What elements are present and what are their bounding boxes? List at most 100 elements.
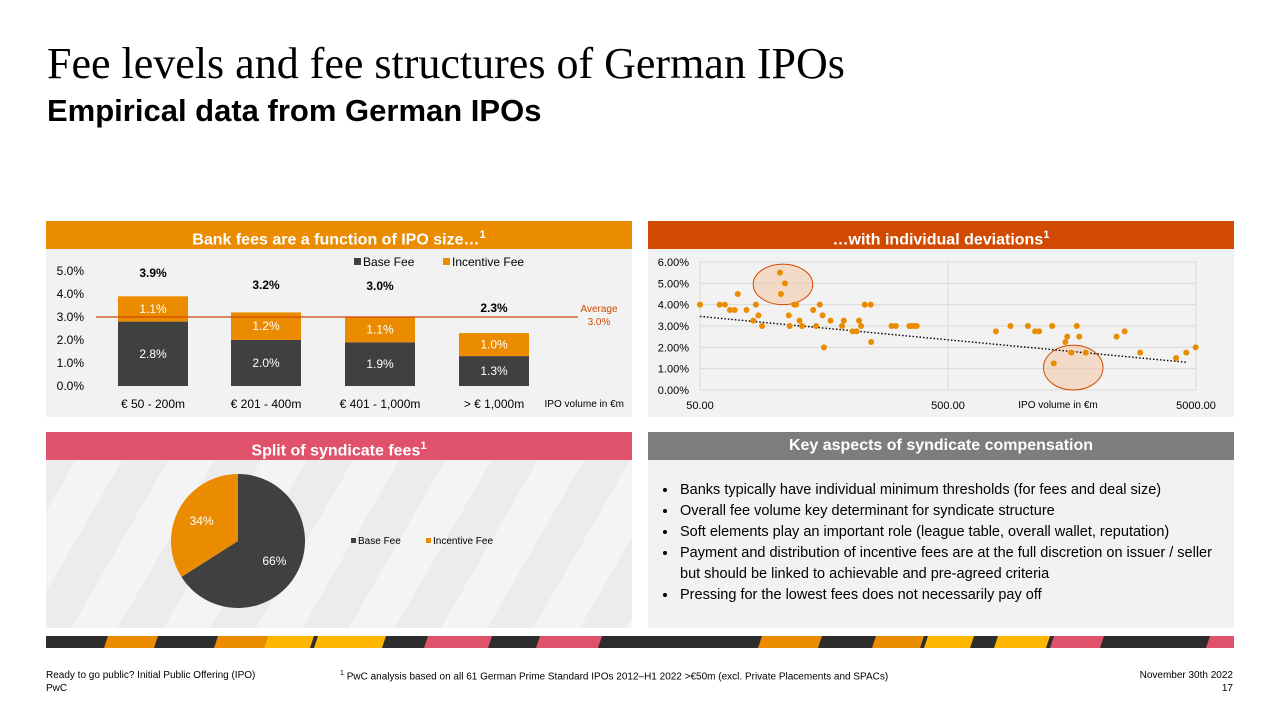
incentive-fee-data-label: 1.1%	[366, 323, 394, 337]
incentive-fee-data-label: 1.1%	[139, 302, 167, 316]
bank-fees-title: Bank fees are a function of IPO size…	[192, 231, 480, 249]
scatter-point	[1050, 360, 1057, 367]
scatter-point	[813, 323, 820, 329]
scatter-point	[892, 323, 899, 329]
y-tick-label: 2.0%	[57, 333, 85, 347]
scatter-chart: 0.00% 1.00% 2.00% 3.00% 4.00% 5.00% 6.00% 50.00…	[658, 257, 1216, 412]
pie-slice	[171, 474, 238, 577]
pie-slice	[181, 474, 305, 608]
y-tick-label: 6.00%	[658, 257, 689, 269]
bar-base-fee	[231, 340, 301, 386]
scatter-point	[816, 301, 823, 308]
total-data-label: 2.3%	[480, 301, 508, 315]
split-title: Split of syndicate fees	[251, 442, 421, 460]
scatter-point	[992, 328, 999, 335]
base-fee-data-label: 2.0%	[252, 356, 280, 370]
total-data-label: 3.0%	[366, 279, 394, 293]
bank-fees-footnote-ref: 1	[479, 229, 486, 241]
scatter-point	[781, 280, 788, 287]
scatter-point	[819, 312, 826, 319]
scatter-point	[868, 339, 875, 345]
bar-base-fee	[459, 356, 529, 386]
scatter-point	[913, 323, 920, 329]
scatter-point	[1068, 349, 1075, 356]
scatter-point	[839, 323, 846, 329]
bar-incentive-fee	[345, 317, 415, 343]
trendline	[699, 315, 1187, 363]
deviations-header: …with individual deviations1	[648, 221, 1234, 249]
scatter-point	[776, 269, 783, 276]
base-fee-data-label: 1.3%	[480, 364, 508, 378]
footer-company: PwC	[46, 683, 68, 694]
total-data-label: 3.2%	[252, 278, 280, 292]
deviations-panel: …with individual deviations1 0.00% 1.00% 2…	[648, 221, 1234, 417]
scatter-point	[759, 323, 766, 329]
scatter-point	[1183, 349, 1190, 356]
scatter-point	[888, 323, 895, 329]
scatter-point	[799, 323, 806, 329]
scatter-point	[810, 307, 817, 313]
key-aspects-header: Key aspects of syndicate compensation	[648, 432, 1234, 460]
scatter-point	[820, 344, 827, 351]
scatter-point	[1173, 355, 1180, 361]
scatter-point	[867, 301, 874, 308]
footer-date: November 30th 2022	[1139, 670, 1233, 681]
x-tick-label: 50.00	[686, 400, 714, 412]
bar-base-fee	[345, 342, 415, 386]
scatter-point	[726, 307, 733, 313]
x-tick-label: 5000.00	[1176, 400, 1216, 412]
base-fee-data-label: 1.9%	[366, 357, 394, 371]
bar-incentive-fee	[459, 333, 529, 357]
y-tick-label: 0.0%	[57, 379, 85, 393]
scatter-point	[1007, 323, 1014, 329]
key-aspects-list: Banks typically have individual minimum …	[660, 480, 1214, 606]
page-number: 17	[1221, 683, 1233, 694]
pie-slice-label: 66%	[262, 554, 286, 568]
footnote-marker: 1	[340, 670, 344, 677]
scatter-point	[853, 328, 860, 335]
y-tick-label: 4.00%	[658, 300, 689, 312]
scatter-point	[858, 323, 865, 329]
legend-swatch-base-fee	[354, 258, 361, 265]
scatter-point	[796, 317, 803, 324]
key-aspect-item: Pressing for the lowest fees does not ne…	[678, 585, 1214, 606]
scatter-point	[777, 291, 784, 297]
scatter-point	[1062, 339, 1069, 345]
bar-chart: 0.0% 1.0% 2.0% 3.0% 4.0% 5.0% 2.8% 1.1% € 50 - 2…	[57, 255, 624, 411]
scatter-point	[827, 317, 834, 324]
legend-label-base-fee: Base Fee	[358, 536, 401, 547]
scatter-point	[1121, 328, 1128, 335]
scatter-point	[793, 301, 800, 308]
incentive-fee-data-label: 1.2%	[252, 319, 280, 333]
split-footnote-ref: 1	[420, 440, 427, 452]
scatter-point	[1082, 349, 1089, 356]
split-panel: Split of syndicate fees1 66% 34% Base Fee I…	[46, 432, 632, 628]
y-tick-label: 2.00%	[658, 342, 689, 354]
pie-chart: 66% 34% Base Fee Incentive Fee	[171, 474, 493, 608]
footer-right: November 30th 2022 17	[1140, 669, 1233, 695]
split-header: Split of syndicate fees1	[46, 432, 632, 460]
scatter-point	[755, 312, 762, 319]
scatter-point	[1049, 323, 1056, 329]
average-label: Average	[580, 304, 618, 315]
highlight-ellipse	[1043, 344, 1104, 391]
pie-slice-label: 34%	[190, 514, 214, 528]
base-fee-data-label: 2.8%	[139, 347, 167, 361]
key-aspect-item: Overall fee volume key determinant for s…	[678, 501, 1214, 522]
x-axis-title: IPO volume in €m	[545, 399, 624, 410]
y-tick-label: 3.00%	[658, 321, 689, 333]
footnote-text: PwC analysis based on all 61 German Prim…	[346, 671, 889, 683]
scatter-point	[697, 301, 703, 308]
scatter-point	[1073, 323, 1080, 329]
scatter-point	[1064, 333, 1071, 340]
footnote: 1 PwC analysis based on all 61 German Pr…	[340, 667, 888, 683]
scatter-point	[743, 307, 750, 313]
scatter-point	[1032, 328, 1039, 335]
scatter-point	[1113, 333, 1120, 340]
y-tick-label: 4.0%	[57, 287, 85, 301]
bank-fees-header: Bank fees are a function of IPO size…1	[46, 221, 632, 249]
key-aspect-item: Banks typically have individual minimum …	[678, 480, 1214, 501]
decorative-stripe-bar	[46, 636, 1234, 648]
legend-swatch-base-fee	[351, 538, 356, 543]
bank-fees-panel: Bank fees are a function of IPO size…1 0…	[46, 221, 632, 417]
